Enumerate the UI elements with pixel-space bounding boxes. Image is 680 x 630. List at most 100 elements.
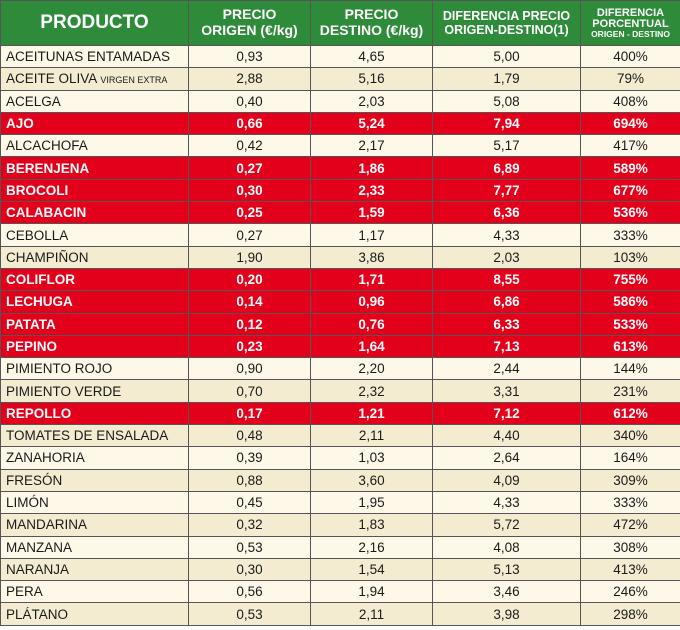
cell-precio-origen: 0,42: [188, 134, 311, 158]
cell-precio-origen: 0,40: [188, 89, 311, 113]
cell-producto: ZANAHORIA: [0, 446, 189, 470]
table-row: BROCOLI 0,30 2,33 7,77 677%: [0, 178, 680, 203]
table-row: MANZANA 0,53 2,16 4,08 308%: [0, 535, 680, 559]
cell-porcentual: 612%: [580, 401, 680, 426]
cell-porcentual: 79%: [580, 67, 680, 91]
table-row: ACEITE OLIVA VIRGEN EXTRA 2,88 5,16 1,79 79%: [0, 67, 680, 91]
header-porcentual-line1: DIFERENCIA: [596, 6, 665, 19]
producto-name: FRESÓN: [6, 472, 63, 488]
producto-name: TOMATES DE ENSALADA: [6, 428, 169, 444]
cell-precio-destino: 1,64: [310, 334, 433, 359]
cell-precio-destino: 5,16: [310, 67, 433, 91]
cell-porcentual: 400%: [580, 44, 680, 69]
cell-precio-destino: 1,17: [310, 223, 433, 247]
cell-precio-origen: 0,53: [188, 602, 311, 626]
cell-precio-origen: 0,70: [188, 379, 311, 403]
cell-diferencia: 3,98: [432, 602, 581, 626]
cell-porcentual: 164%: [580, 446, 680, 470]
producto-name: PERA: [6, 584, 43, 600]
cell-precio-destino: 2,16: [310, 535, 433, 559]
cell-precio-destino: 1,03: [310, 446, 433, 470]
cell-precio-destino: 0,76: [310, 312, 433, 336]
cell-precio-destino: 1,86: [310, 156, 433, 180]
producto-name: ACEITE OLIVA: [6, 71, 97, 87]
cell-producto: ACEITE OLIVA VIRGEN EXTRA: [0, 67, 189, 91]
cell-precio-destino: 2,11: [310, 424, 433, 448]
producto-name: ACELGA: [6, 93, 61, 109]
cell-precio-origen: 0,20: [188, 267, 311, 292]
cell-producto: BERENJENA: [0, 156, 189, 180]
cell-precio-destino: 4,65: [310, 44, 433, 69]
cell-precio-origen: 2,88: [188, 67, 311, 91]
cell-precio-destino: 1,59: [310, 201, 433, 225]
cell-precio-destino: 2,32: [310, 379, 433, 403]
table-row: ACELGA 0,40 2,03 5,08 408%: [0, 89, 680, 113]
cell-precio-origen: 0,14: [188, 290, 311, 314]
cell-precio-origen: 0,48: [188, 424, 311, 448]
cell-diferencia: 6,33: [432, 312, 581, 336]
header-precio-destino-line2: DESTINO (€/kg): [319, 22, 424, 38]
producto-name: PEPINO: [6, 339, 58, 354]
cell-diferencia: 8,55: [432, 267, 581, 292]
cell-producto: ACEITUNAS ENTAMADAS: [0, 44, 189, 69]
cell-diferencia: 5,72: [432, 513, 581, 537]
cell-porcentual: 417%: [580, 134, 680, 158]
cell-diferencia: 5,17: [432, 134, 581, 158]
cell-producto: FRESÓN: [0, 468, 189, 492]
cell-precio-origen: 0,66: [188, 111, 311, 136]
cell-porcentual: 340%: [580, 424, 680, 448]
cell-precio-origen: 0,23: [188, 334, 311, 359]
cell-porcentual: 308%: [580, 535, 680, 559]
cell-diferencia: 2,64: [432, 446, 581, 470]
producto-name: PLÁTANO: [6, 606, 69, 622]
cell-producto: COLIFLOR: [0, 267, 189, 292]
table-row: CEBOLLA 0,27 1,17 4,33 333%: [0, 223, 680, 247]
table-row: LIMÓN 0,45 1,95 4,33 333%: [0, 490, 680, 515]
producto-name: CEBOLLA: [6, 227, 69, 243]
producto-name: MANZANA: [6, 539, 73, 555]
table-row: PLÁTANO 0,53 2,11 3,98 298%: [0, 602, 680, 626]
cell-porcentual: 613%: [580, 334, 680, 359]
producto-name: CALABACIN: [6, 205, 87, 221]
cell-precio-origen: 0,45: [188, 490, 311, 515]
cell-precio-origen: 0,39: [188, 446, 311, 470]
cell-diferencia: 6,36: [432, 201, 581, 225]
cell-producto: PIMIENTO ROJO: [0, 357, 189, 381]
cell-precio-origen: 0,27: [188, 156, 311, 180]
cell-precio-destino: 2,33: [310, 178, 433, 203]
cell-diferencia: 4,33: [432, 490, 581, 515]
producto-name: BROCOLI: [6, 182, 69, 198]
cell-diferencia: 1,79: [432, 67, 581, 91]
header-precio-destino-line1: PRECIO: [344, 6, 399, 23]
cell-precio-destino: 1,83: [310, 513, 433, 537]
table-row: TOMATES DE ENSALADA 0,48 2,11 4,40 340%: [0, 424, 680, 448]
producto-name: ACEITUNAS ENTAMADAS: [6, 49, 171, 65]
cell-precio-destino: 2,03: [310, 89, 433, 113]
cell-precio-destino: 2,17: [310, 134, 433, 158]
header-porcentual-line3: ORIGEN - DESTINO: [591, 28, 670, 39]
producto-name: ZANAHORIA: [6, 450, 85, 466]
producto-name: LECHUGA: [6, 294, 73, 310]
cell-diferencia: 4,09: [432, 468, 581, 492]
cell-diferencia: 5,08: [432, 89, 581, 113]
cell-precio-origen: 0,93: [188, 44, 311, 69]
producto-name: PIMIENTO ROJO: [6, 361, 113, 377]
cell-producto: PEPINO: [0, 334, 189, 359]
cell-precio-destino: 1,95: [310, 490, 433, 515]
cell-precio-destino: 1,71: [310, 267, 433, 292]
producto-name: ALCACHOFA: [6, 138, 88, 154]
cell-precio-destino: 1,54: [310, 557, 433, 582]
cell-precio-origen: 0,27: [188, 223, 311, 247]
cell-diferencia: 7,13: [432, 334, 581, 359]
producto-name: MANDARINA: [6, 517, 88, 533]
cell-producto: TOMATES DE ENSALADA: [0, 424, 189, 448]
producto-extra: VIRGEN EXTRA: [100, 75, 168, 86]
cell-precio-origen: 0,53: [188, 535, 311, 559]
producto-name: NARANJA: [6, 561, 70, 577]
cell-producto: PATATA: [0, 312, 189, 336]
cell-porcentual: 589%: [580, 156, 680, 180]
table-row: PIMIENTO ROJO 0,90 2,20 2,44 144%: [0, 357, 680, 381]
table-row: PATATA 0,12 0,76 6,33 533%: [0, 312, 680, 336]
table-row: ACEITUNAS ENTAMADAS 0,93 4,65 5,00 400%: [0, 44, 680, 69]
table-row: AJO 0,66 5,24 7,94 694%: [0, 111, 680, 136]
